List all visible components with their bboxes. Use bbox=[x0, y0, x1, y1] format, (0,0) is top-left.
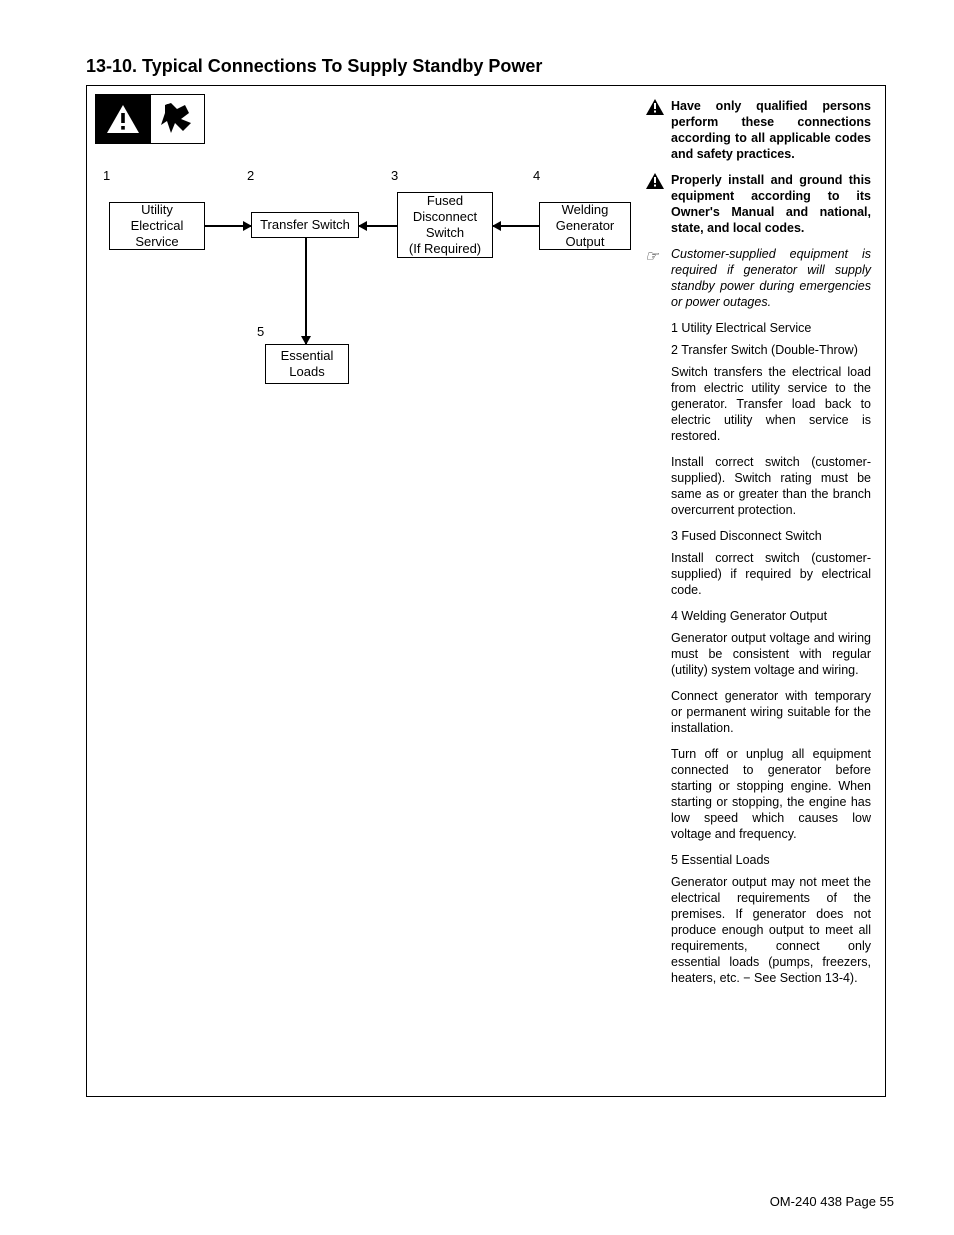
diagram-node-box: FusedDisconnectSwitch(If Required) bbox=[397, 192, 493, 258]
diagram-node-number: 4 bbox=[533, 168, 540, 183]
item-3-head: 3 Fused Disconnect Switch bbox=[671, 528, 871, 544]
content-frame: 1 UtilityElectricalService 2 Transfer Switc… bbox=[86, 85, 886, 1097]
shock-hazard-icon bbox=[150, 94, 205, 144]
diagram-node-box: UtilityElectricalService bbox=[109, 202, 205, 250]
item-4-body-c: Turn off or unplug all equipment connect… bbox=[671, 746, 871, 842]
warning-icon bbox=[645, 98, 665, 116]
diagram-node-box: Transfer Switch bbox=[251, 212, 359, 238]
item-3-body: Install correct switch (customer-supplie… bbox=[671, 550, 871, 598]
diagram-node-box: WeldingGeneratorOutput bbox=[539, 202, 631, 250]
diagram-node-box: EssentialLoads bbox=[265, 344, 349, 384]
connection-diagram: 1UtilityElectricalService2Transfer Switc… bbox=[87, 186, 647, 486]
diagram-node-number: 2 bbox=[247, 168, 254, 183]
item-4-body-b: Connect generator with temporary or perm… bbox=[671, 688, 871, 736]
diagram-node-number: 1 bbox=[103, 168, 110, 183]
item-4-body-a: Generator output voltage and wiring must… bbox=[671, 630, 871, 678]
item-4-head: 4 Welding Generator Output bbox=[671, 608, 871, 624]
instruction-column: Have only qualified persons perform thes… bbox=[671, 98, 871, 996]
pointing-hand-icon: ☞ bbox=[645, 247, 658, 266]
item-5-head: 5 Essential Loads bbox=[671, 852, 871, 868]
diagram-arrow bbox=[205, 225, 251, 227]
warning-triangle-icon bbox=[95, 94, 150, 144]
safety-icons bbox=[95, 94, 205, 144]
page-footer: OM-240 438 Page 55 bbox=[770, 1194, 894, 1209]
warning-text-1: Have only qualified persons perform thes… bbox=[671, 98, 871, 162]
warning-icon bbox=[645, 172, 665, 190]
item-5-body: Generator output may not meet the electr… bbox=[671, 874, 871, 986]
diagram-arrow bbox=[305, 238, 307, 344]
diagram-arrow bbox=[359, 225, 397, 227]
diagram-node-number: 5 bbox=[257, 324, 264, 339]
diagram-arrow bbox=[493, 225, 539, 227]
item-2-head: 2 Transfer Switch (Double-Throw) bbox=[671, 342, 871, 358]
item-1-head: 1 Utility Electrical Service bbox=[671, 320, 871, 336]
note-text: ☞ Customer-supplied equipment is require… bbox=[671, 246, 871, 310]
item-2-body-b: Install correct switch (customer-supplie… bbox=[671, 454, 871, 518]
warning-text-2: Properly install and ground this equipme… bbox=[671, 172, 871, 236]
item-2-body-a: Switch transfers the electrical load fro… bbox=[671, 364, 871, 444]
section-title: 13-10. Typical Connections To Supply Sta… bbox=[86, 56, 894, 77]
diagram-node-number: 3 bbox=[391, 168, 398, 183]
